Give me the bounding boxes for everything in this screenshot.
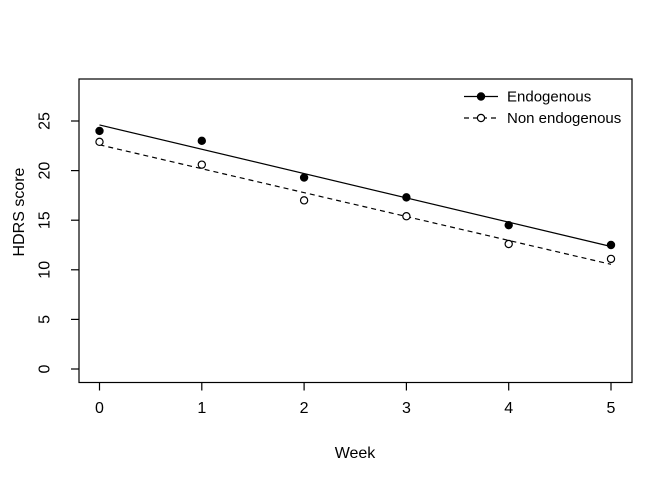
data-point-non-endogenous bbox=[402, 212, 411, 221]
data-point-endogenous bbox=[299, 173, 309, 182]
data-point-non-endogenous bbox=[504, 239, 513, 249]
x-tick-label: 0 bbox=[95, 400, 104, 417]
data-point-endogenous bbox=[197, 136, 206, 146]
legend-label-non-endogenous: Non endogenous bbox=[507, 110, 621, 127]
y-tick-label: 15 bbox=[37, 211, 54, 229]
data-point-non-endogenous bbox=[197, 160, 206, 169]
data-point-non-endogenous bbox=[95, 137, 104, 147]
legend-marker-endogenous bbox=[476, 92, 486, 101]
y-tick-label: 5 bbox=[37, 315, 54, 324]
x-axis-label: Week bbox=[335, 445, 377, 462]
y-tick-label: 20 bbox=[37, 162, 54, 180]
fit-line-non-endogenous bbox=[99, 144, 612, 265]
y-tick-label: 25 bbox=[37, 112, 54, 130]
legend-marker-non-endogenous bbox=[476, 113, 486, 123]
x-tick-label: 2 bbox=[300, 400, 309, 417]
y-tick-label: 0 bbox=[37, 364, 54, 373]
data-point-non-endogenous bbox=[606, 254, 616, 264]
fit-line-endogenous bbox=[99, 124, 612, 248]
plot-box bbox=[78, 78, 633, 384]
x-tick-label: 3 bbox=[402, 400, 411, 417]
y-tick-label: 10 bbox=[37, 261, 54, 279]
data-point-non-endogenous bbox=[299, 196, 309, 205]
y-axis-label: HDRS score bbox=[11, 167, 28, 256]
data-point-endogenous bbox=[402, 193, 411, 202]
data-point-endogenous bbox=[95, 126, 104, 136]
legend-label-endogenous: Endogenous bbox=[507, 89, 591, 106]
x-tick-label: 1 bbox=[197, 400, 206, 417]
x-tick-label: 5 bbox=[607, 400, 616, 417]
data-point-endogenous bbox=[504, 220, 513, 230]
data-point-endogenous bbox=[606, 240, 616, 250]
x-tick-label: 4 bbox=[504, 400, 513, 417]
